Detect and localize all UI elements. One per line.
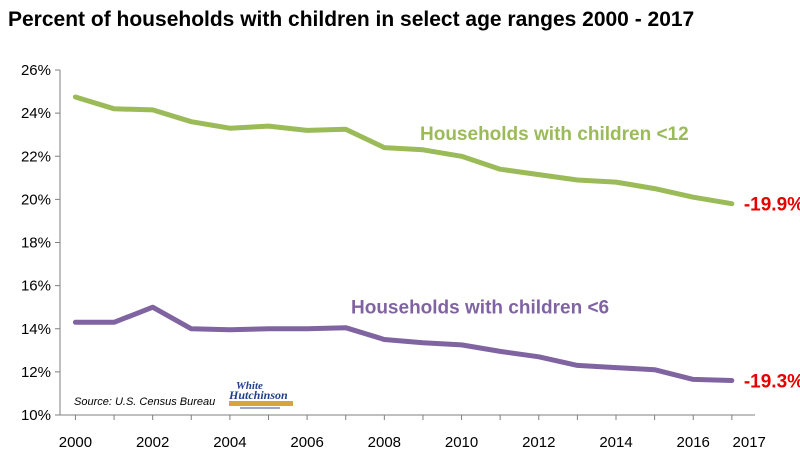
x-tick-label: 2017 xyxy=(733,434,766,451)
y-tick-label: 16% xyxy=(21,278,51,295)
white-hutchinson-logo: White Hutchinson xyxy=(228,380,293,409)
y-tick-label: 22% xyxy=(21,148,51,165)
x-tick-label: 2012 xyxy=(522,434,555,451)
x-tick-label: 2004 xyxy=(213,434,246,451)
svg-text:White: White xyxy=(236,380,263,392)
y-tick-label: 18% xyxy=(21,235,51,252)
x-tick-label: 2016 xyxy=(677,434,710,451)
y-tick-label: 20% xyxy=(21,191,51,208)
y-tick-label: 26% xyxy=(21,62,51,79)
series-lines xyxy=(72,94,735,383)
series-label-under-12: Households with children <12 xyxy=(420,124,689,145)
svg-text:Hutchinson: Hutchinson xyxy=(228,388,288,402)
x-tick-label: 2014 xyxy=(599,434,632,451)
chart-labels: Households with children <12 Households w… xyxy=(351,124,800,392)
y-tick-label: 14% xyxy=(21,321,51,338)
y-tick-label: 24% xyxy=(21,105,51,122)
x-tick-label: 2002 xyxy=(136,434,169,451)
series-line-under-6 xyxy=(72,304,735,383)
x-tick-label: 2000 xyxy=(59,434,92,451)
x-tick-label: 2006 xyxy=(290,434,323,451)
change-label-under-12: -19.9% xyxy=(744,195,800,216)
change-label-under-6: -19.3% xyxy=(744,372,800,393)
axes: 10% 12% 14% 16% 18% 20% 22% 24% 26% 2000 2002 2004 2… xyxy=(21,62,766,451)
series-label-under-6: Households with children <6 xyxy=(351,298,609,319)
series-line-under-12 xyxy=(72,94,735,207)
x-tick-label: 2010 xyxy=(445,434,478,451)
chart-title: Percent of households with children in s… xyxy=(8,8,695,31)
y-tick-label: 12% xyxy=(21,364,51,381)
y-tick-label: 10% xyxy=(21,407,51,424)
x-tick-label: 2008 xyxy=(368,434,401,451)
source-note: Source: U.S. Census Bureau xyxy=(74,396,215,408)
